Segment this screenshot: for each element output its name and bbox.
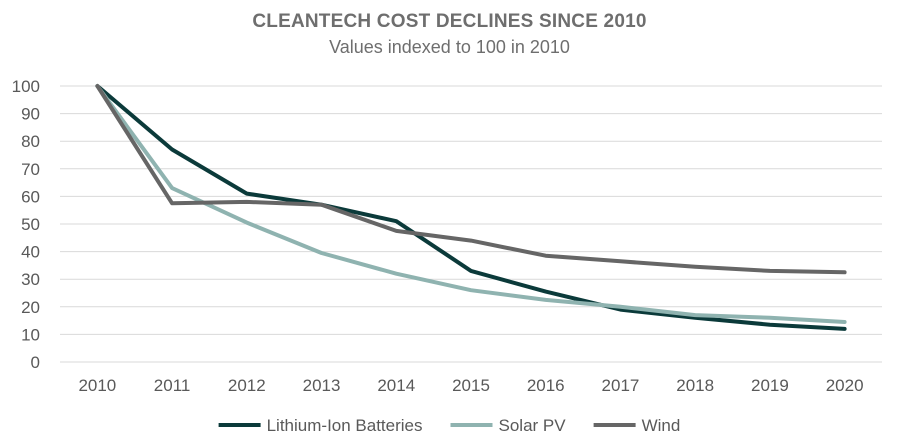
- legend-label: Wind: [642, 416, 681, 435]
- x-axis: 2010 2011 2012 2013 2014 2015 2016 2017 2018 2019…: [78, 376, 863, 395]
- y-axis: 0 10 20 30 40 50 60 70 80 90 100: [12, 77, 40, 372]
- chart-title: CLEANTECH COST DECLINES SINCE 2010: [252, 11, 647, 32]
- x-tick-label: 2013: [303, 376, 341, 395]
- y-tick-label: 20: [21, 298, 40, 317]
- x-tick-label: 2018: [676, 376, 714, 395]
- legend-label: Lithium-Ion Batteries: [267, 416, 423, 435]
- y-tick-label: 90: [21, 105, 40, 124]
- legend-item: Lithium-Ion Batteries: [218, 416, 423, 435]
- y-tick-label: 10: [21, 325, 40, 344]
- y-tick-label: 100: [12, 77, 40, 96]
- y-tick-label: 0: [31, 353, 40, 372]
- series-lines: [95, 84, 847, 331]
- series-line-solar-pv: [95, 84, 847, 324]
- y-tick-label: 30: [21, 270, 40, 289]
- y-tick-label: 60: [21, 187, 40, 206]
- legend-item: Solar PV: [450, 416, 567, 435]
- y-tick-label: 70: [21, 160, 40, 179]
- legend-item: Wind: [593, 416, 681, 435]
- x-tick-label: 2010: [78, 376, 116, 395]
- series-line-lithium-ion-batteries: [95, 84, 847, 331]
- series-line-wind: [95, 84, 847, 275]
- x-tick-label: 2011: [154, 376, 191, 395]
- y-tick-label: 40: [21, 243, 40, 262]
- legend-label: Solar PV: [499, 416, 567, 435]
- x-tick-label: 2015: [452, 376, 490, 395]
- x-tick-label: 2020: [826, 376, 864, 395]
- y-tick-label: 80: [21, 132, 40, 151]
- y-tick-label: 50: [21, 215, 40, 234]
- x-tick-label: 2016: [527, 376, 565, 395]
- legend: Lithium-Ion Batteries Solar PV Wind: [218, 416, 681, 435]
- x-tick-label: 2012: [228, 376, 266, 395]
- x-tick-label: 2017: [602, 376, 640, 395]
- chart-subtitle: Values indexed to 100 in 2010: [329, 37, 570, 57]
- x-tick-label: 2019: [751, 376, 789, 395]
- x-tick-label: 2014: [377, 376, 415, 395]
- gridlines: [60, 85, 882, 363]
